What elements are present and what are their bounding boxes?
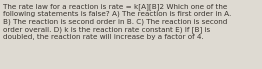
Text: The rate law for a reaction is rate = k[A][B]2 Which one of the
following statem: The rate law for a reaction is rate = k[…	[3, 3, 231, 40]
